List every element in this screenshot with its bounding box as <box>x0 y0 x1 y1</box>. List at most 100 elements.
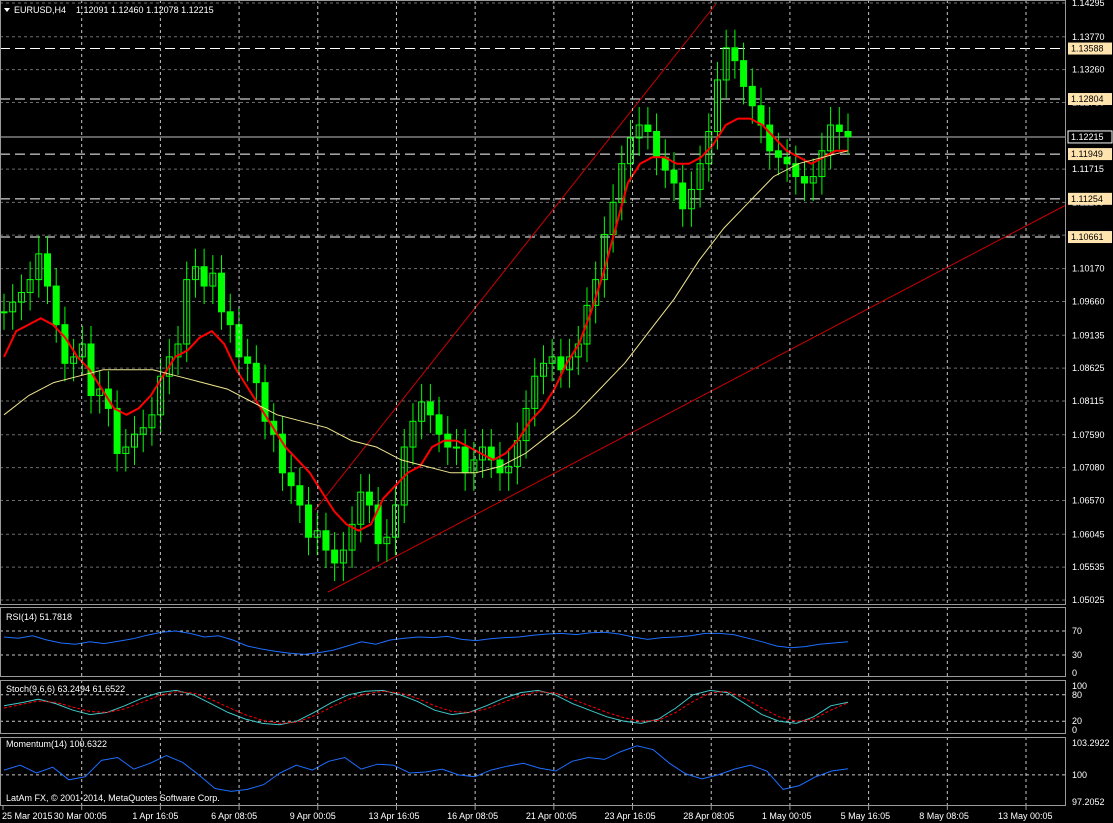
candle-body <box>800 176 808 184</box>
level-price-label: 1.13588 <box>1071 44 1104 54</box>
price-tick-label: 1.06570 <box>1072 496 1105 506</box>
dropdown-triangle-icon[interactable] <box>4 8 10 12</box>
price-tick-label: 1.14295 <box>1072 0 1105 8</box>
momentum-tick-label: 97.2052 <box>1072 797 1105 807</box>
price-tick-label: 1.06045 <box>1072 529 1105 539</box>
stoch-signal-line <box>3 690 849 724</box>
candle-body <box>400 446 408 506</box>
price-tick-label: 1.05535 <box>1072 562 1105 572</box>
rsi-tick-label: 30 <box>1072 650 1082 660</box>
candle-body <box>35 253 43 281</box>
candle-body <box>505 465 513 474</box>
time-tick-label: 30 Mar 00:05 <box>54 811 107 821</box>
candle-body <box>426 401 434 416</box>
momentum-panel: Momentum(14) 100.6322 103.2922 100 97.2052 <box>0 738 1110 807</box>
candle-body <box>348 523 356 551</box>
price-tick-label: 1.07590 <box>1072 430 1105 440</box>
price-tick-label: 1.11715 <box>1072 164 1104 174</box>
candle-body <box>722 47 730 81</box>
time-tick-label: 9 Apr 00:05 <box>290 811 336 821</box>
time-tick-label: 28 Apr 08:05 <box>683 811 734 821</box>
candle-body <box>705 130 713 165</box>
level-price-label: 1.11254 <box>1071 194 1103 204</box>
ohlc-label: 1.12091 1.12460 1.12078 1.12215 <box>76 5 214 15</box>
level-price-label: 1.12804 <box>1071 94 1104 104</box>
level-price-box <box>1068 148 1112 161</box>
candle-body <box>679 182 687 210</box>
time-tick-label: 1 Apr 16:05 <box>132 811 178 821</box>
time-tick-label: 6 Apr 08:05 <box>211 811 257 821</box>
candle-body <box>818 150 826 178</box>
candle-body <box>278 433 286 474</box>
time-tick-label: 25 Mar 2015 <box>2 811 53 821</box>
momentum-label: Momentum(14) 100.6322 <box>6 739 107 749</box>
candle-body <box>626 137 634 165</box>
rsi-panel: RSI(14) 51.7818 70 30 0 <box>0 612 1082 678</box>
candle-body <box>252 362 260 384</box>
level-price-box <box>1068 42 1112 55</box>
candle-body <box>313 530 321 538</box>
candle-body <box>409 420 417 448</box>
candle-body <box>244 356 252 364</box>
candle-body <box>200 266 208 287</box>
time-tick-label: 5 May 16:05 <box>841 811 891 821</box>
rsi-tick-label: 70 <box>1072 626 1082 636</box>
price-tick-label: 1.07080 <box>1072 463 1105 473</box>
candle-body <box>539 362 547 377</box>
stoch-tick-label: 20 <box>1072 716 1082 726</box>
time-tick-label: 16 Apr 08:05 <box>447 811 498 821</box>
price-tick-label: 1.08625 <box>1072 363 1105 373</box>
candle-body <box>635 124 643 139</box>
candle-body <box>174 343 182 358</box>
stoch-tick-label: 0 <box>1072 725 1077 735</box>
stoch-tick-label: 100 <box>1072 681 1087 691</box>
level-price-box <box>1068 231 1112 244</box>
candle-body <box>365 491 373 506</box>
momentum-tick-label: 100 <box>1072 770 1087 780</box>
panel-frame <box>0 607 1066 677</box>
candle-body <box>653 130 661 158</box>
level-price-box <box>1068 192 1112 205</box>
candle-body <box>0 311 8 314</box>
candle-body <box>209 272 217 287</box>
candle-body <box>548 356 556 364</box>
candle-body <box>96 388 104 397</box>
candle-body <box>452 446 460 449</box>
candle-body <box>122 446 130 454</box>
panel-frame <box>0 680 1066 734</box>
price-panel: 1.142951.137701.132601.127501.122151.117… <box>0 0 1113 605</box>
candle-body <box>374 504 382 545</box>
candle-body <box>783 156 791 165</box>
candle-body <box>592 279 600 306</box>
candle-body <box>191 266 199 281</box>
current-price-label: 1.12215 <box>1071 132 1104 142</box>
candle-body <box>17 291 25 303</box>
candle-body <box>809 176 817 184</box>
time-tick-label: 21 Apr 00:05 <box>526 811 577 821</box>
candle-body <box>87 343 95 397</box>
ma-fast-line <box>3 117 848 532</box>
momentum-tick-label: 103.2922 <box>1072 738 1110 748</box>
candle-body <box>139 427 147 435</box>
candle-body <box>383 536 391 545</box>
candle-body <box>827 124 835 152</box>
candle-body <box>44 253 52 287</box>
price-tick-label: 1.09135 <box>1072 330 1105 340</box>
candle-body <box>235 324 243 358</box>
price-tick-label: 1.10170 <box>1072 264 1105 274</box>
stoch-label: Stoch(9,6,6) 63.2494 61.6522 <box>6 684 125 694</box>
trendline-lower <box>327 204 1067 593</box>
candle-body <box>148 414 156 429</box>
time-tick-label: 8 May 08:05 <box>919 811 969 821</box>
level-price-label: 1.10661 <box>1071 232 1104 242</box>
trendline-upper <box>314 3 717 511</box>
candle-body <box>687 188 695 210</box>
candle-body <box>183 279 191 345</box>
candle-body <box>113 407 121 454</box>
candle-body <box>392 504 400 538</box>
candle-body <box>287 472 295 487</box>
rsi-tick-label: 0 <box>1072 668 1077 678</box>
candle-body <box>78 343 86 358</box>
candle-body <box>296 485 304 506</box>
